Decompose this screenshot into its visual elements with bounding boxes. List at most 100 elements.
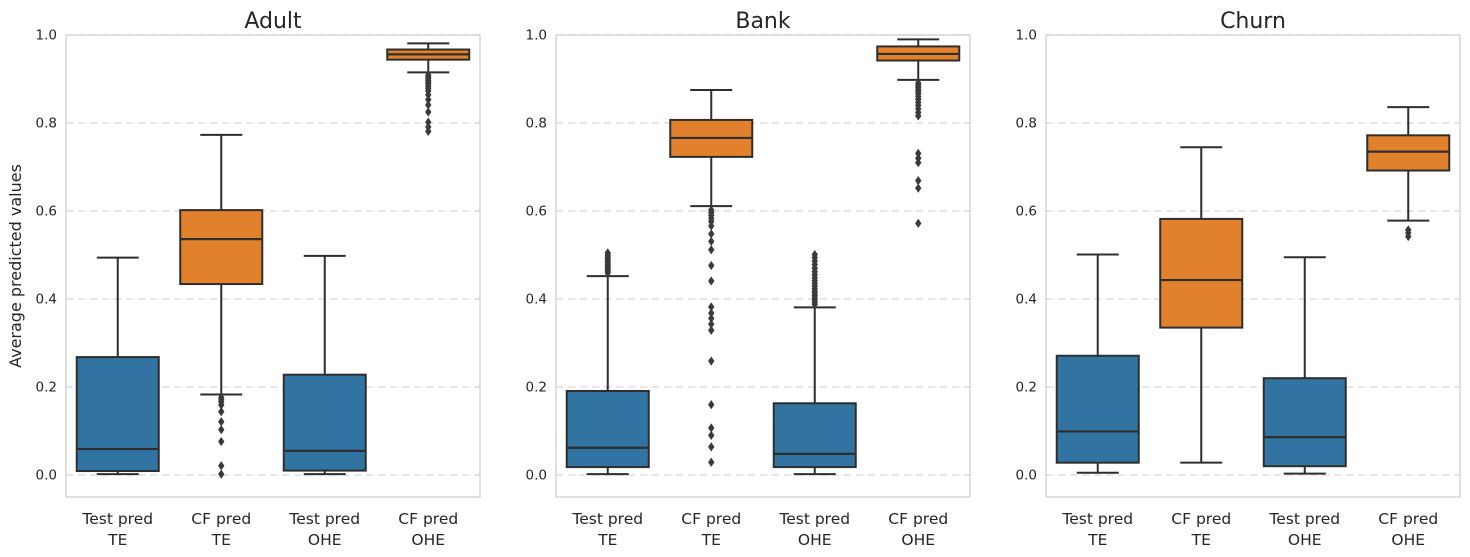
outlier-point	[915, 176, 922, 186]
panel-title-churn: Churn	[1220, 9, 1286, 34]
outlier-point	[915, 183, 922, 193]
y-tick-label-0.0: 0.0	[526, 468, 547, 484]
box-cf-pred-ohe	[1366, 134, 1451, 172]
panel-title-adult: Adult	[244, 9, 302, 34]
outlier-point	[708, 457, 715, 467]
panel-title-bank: Bank	[735, 9, 791, 34]
x-tick-label-cf-pred-ohe: CF pred OHE	[888, 510, 948, 549]
outlier-point	[425, 126, 432, 136]
outlier-point	[218, 469, 225, 479]
box-test-pred-te	[1055, 354, 1140, 464]
box-group-test-pred-te: Test pred TE	[75, 256, 160, 549]
outlier-point	[218, 436, 225, 447]
outlier-point	[708, 325, 715, 335]
y-tick-label-0.4: 0.4	[526, 292, 547, 308]
outlier-point	[915, 158, 922, 168]
panel-churn: Test pred TE CF pred TE Test pred OHE CF pred O…	[980, 0, 1470, 557]
x-tick-label-cf-pred-ohe: CF pred OHE	[398, 510, 458, 549]
outlier-point	[708, 319, 715, 329]
box-test-pred-ohe	[282, 373, 367, 472]
box-group-test-pred-ohe: Test pred OHE	[772, 249, 857, 549]
box-group-cf-pred-ohe: CF pred OHE	[1366, 106, 1451, 549]
outlier-point	[218, 400, 225, 410]
box-group-test-pred-ohe: Test pred OHE	[282, 254, 367, 549]
outlier-point	[425, 117, 432, 127]
box-group-cf-pred-ohe: CF pred OHE	[876, 38, 961, 549]
outlier-point	[604, 248, 611, 258]
y-tick-label-1.0: 1.0	[36, 28, 57, 44]
panel-adult: Test pred TE CF pred TE Test pred OHE CF pred O…	[0, 0, 490, 557]
x-tick-label-test-pred-ohe: Test pred OHE	[1268, 510, 1340, 549]
box-group-cf-pred-te: CF pred TE	[1159, 146, 1244, 549]
outlier-point	[1405, 231, 1412, 242]
y-tick-label-1.0: 1.0	[1016, 28, 1037, 44]
outlier-point	[708, 221, 715, 231]
outlier-point	[708, 400, 715, 410]
outlier-point	[915, 218, 922, 228]
y-tick-label-0.4: 0.4	[1016, 292, 1037, 308]
axes-frame	[1045, 34, 1461, 498]
y-tick-label-0.2: 0.2	[36, 380, 57, 396]
x-tick-label-cf-pred-te: CF pred TE	[681, 510, 741, 549]
y-tick-label-0.6: 0.6	[526, 204, 547, 220]
outlier-point	[708, 313, 715, 323]
x-tick-label-cf-pred-te: CF pred TE	[191, 510, 251, 549]
outlier-point	[425, 100, 432, 110]
y-tick-label-0.4: 0.4	[36, 292, 57, 308]
box-group-cf-pred-ohe: CF pred OHE	[386, 42, 471, 549]
outlier-point	[708, 260, 715, 271]
panel-bank: Test pred TE CF pred TE Test pred OHE CF pred O…	[490, 0, 980, 557]
y-tick-label-0.0: 0.0	[1016, 468, 1037, 484]
box-cf-pred-te	[179, 209, 264, 286]
outlier-point	[915, 148, 922, 158]
box-group-cf-pred-te: CF pred TE	[669, 89, 754, 549]
box-group-test-pred-te: Test pred TE	[1055, 253, 1140, 549]
outlier-point	[218, 461, 225, 471]
outlier-point	[218, 425, 225, 435]
x-tick-label-cf-pred-te: CF pred TE	[1171, 510, 1231, 549]
outlier-point	[708, 245, 715, 255]
y-tick-label-0.8: 0.8	[36, 116, 57, 132]
box-test-pred-te	[75, 356, 160, 473]
outlier-point	[708, 276, 715, 286]
outlier-point	[811, 249, 818, 260]
box-group-cf-pred-te: CF pred TE	[179, 133, 264, 549]
panel-svg-adult: Test pred TE CF pred TE Test pred OHE CF pred O…	[6, 9, 481, 549]
panel-svg-churn: Test pred TE CF pred TE Test pred OHE CF pred O…	[1016, 9, 1461, 549]
outlier-point	[218, 417, 225, 427]
outlier-point	[708, 356, 715, 366]
outlier-point	[708, 236, 715, 246]
x-tick-label-test-pred-ohe: Test pred OHE	[288, 510, 360, 549]
y-axis-label: Average predicted values	[6, 164, 25, 368]
box-cf-pred-te	[1159, 217, 1244, 329]
axes-frame	[65, 34, 481, 498]
x-tick-label-test-pred-te: Test pred TE	[1061, 510, 1133, 549]
outlier-point	[915, 111, 922, 121]
x-tick-label-cf-pred-ohe: CF pred OHE	[1378, 510, 1438, 549]
panel-svg-bank: Test pred TE CF pred TE Test pred OHE CF pred O…	[526, 9, 971, 549]
outlier-point	[425, 90, 432, 100]
y-tick-label-0.6: 0.6	[36, 204, 57, 220]
x-tick-label-test-pred-ohe: Test pred OHE	[778, 510, 850, 549]
outlier-point	[218, 407, 225, 417]
outlier-point	[708, 308, 715, 318]
outlier-point	[708, 442, 715, 452]
axes-frame	[555, 34, 971, 498]
outlier-point	[425, 95, 432, 105]
outlier-point	[708, 229, 715, 239]
y-tick-label-1.0: 1.0	[526, 28, 547, 44]
y-tick-label-0.2: 0.2	[526, 380, 547, 396]
box-test-pred-ohe	[1262, 377, 1347, 468]
outlier-point	[708, 430, 715, 440]
outlier-point	[708, 423, 715, 433]
box-test-pred-te	[565, 389, 650, 469]
y-tick-label-0.8: 0.8	[526, 116, 547, 132]
box-group-test-pred-te: Test pred TE	[565, 248, 650, 549]
outlier-point	[425, 107, 432, 117]
y-tick-label-0.8: 0.8	[1016, 116, 1037, 132]
x-tick-label-test-pred-te: Test pred TE	[571, 510, 643, 549]
y-tick-label-0.2: 0.2	[1016, 380, 1037, 396]
y-tick-label-0.0: 0.0	[36, 468, 57, 484]
outlier-point	[708, 302, 715, 312]
